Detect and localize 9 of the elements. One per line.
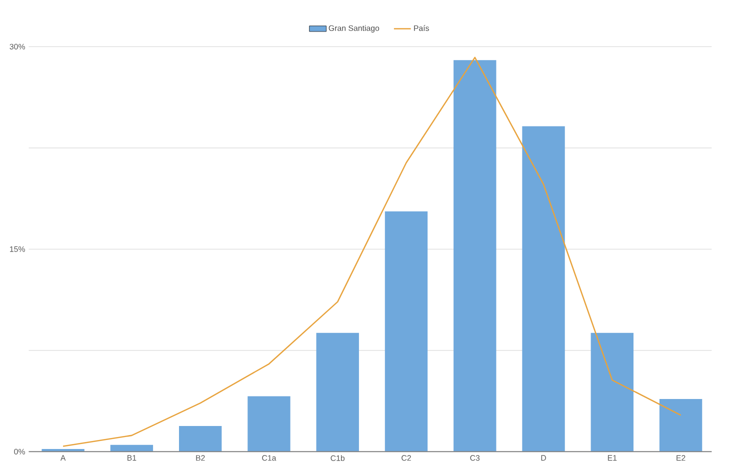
bar xyxy=(384,211,428,452)
bar xyxy=(316,332,359,452)
bar xyxy=(522,126,565,452)
bar xyxy=(179,426,222,452)
bar xyxy=(454,60,496,452)
bar xyxy=(659,398,702,452)
bar xyxy=(590,332,634,452)
line-series xyxy=(62,56,682,447)
bar xyxy=(248,396,290,452)
